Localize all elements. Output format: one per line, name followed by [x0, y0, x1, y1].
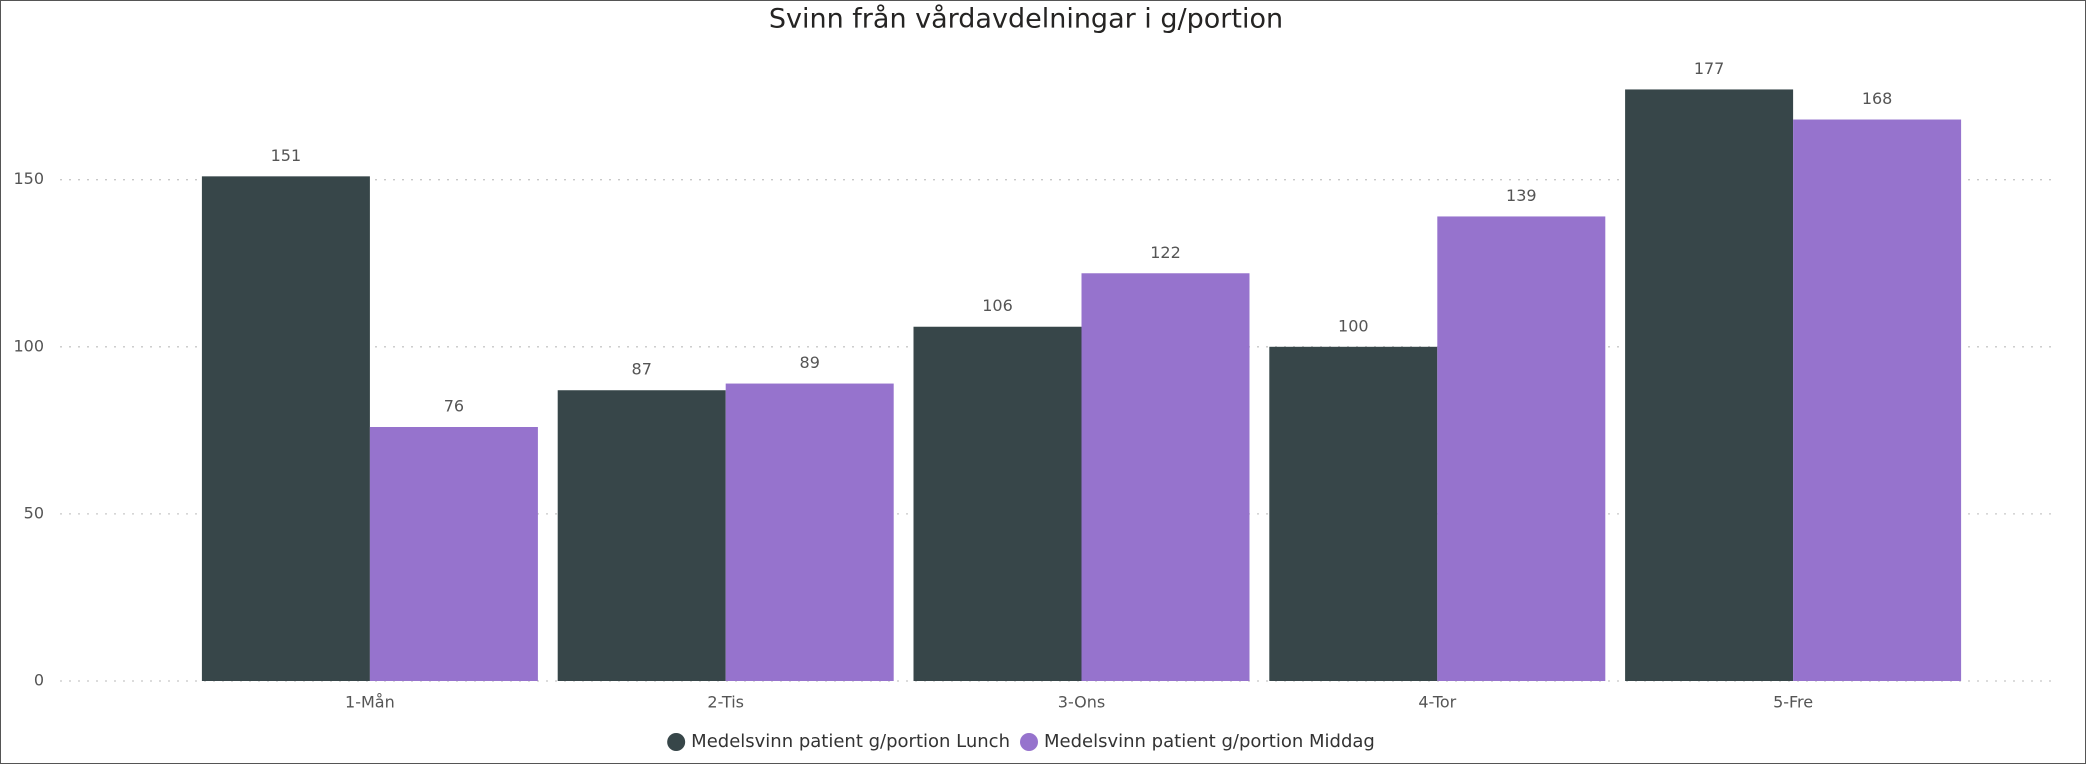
legend-swatch [667, 733, 686, 751]
legend-label: Medelsvinn patient g/portion Middag [1044, 731, 1375, 752]
data-label: 122 [1150, 243, 1181, 262]
data-label: 87 [632, 360, 652, 379]
bar [1269, 346, 1438, 681]
data-label: 76 [444, 397, 464, 416]
x-tick-label: 5-Fre [1773, 693, 1813, 712]
bar [1793, 119, 1962, 682]
data-label: 151 [271, 146, 302, 165]
legend-label: Medelsvinn patient g/portion Lunch [691, 731, 1010, 752]
bar [201, 176, 370, 681]
bar [369, 427, 538, 681]
chart-title: Svinn från vårdavdelningar i g/portion [769, 4, 1283, 35]
x-tick-label: 2-Tis [707, 693, 744, 712]
y-tick-label: 100 [13, 336, 44, 355]
legend-item[interactable]: Medelsvinn patient g/portion Lunch [667, 731, 1010, 752]
bar [725, 383, 894, 681]
x-tick-label: 1-Mån [345, 693, 395, 712]
data-label: 100 [1338, 316, 1369, 335]
bar [1081, 273, 1250, 681]
data-label: 139 [1506, 186, 1537, 205]
y-tick-label: 0 [34, 671, 44, 690]
y-tick-label: 150 [13, 169, 44, 188]
bar [913, 326, 1082, 681]
bar [1625, 89, 1794, 681]
x-tick-label: 3-Ons [1058, 693, 1105, 712]
bar [1437, 216, 1606, 681]
bar [557, 390, 726, 681]
y-tick-label: 50 [24, 503, 44, 522]
data-label: 177 [1694, 59, 1725, 78]
legend-item[interactable]: Medelsvinn patient g/portion Middag [1020, 731, 1375, 752]
data-label: 106 [982, 296, 1013, 315]
x-tick-label: 4-Tor [1418, 693, 1456, 712]
legend-swatch [1020, 733, 1038, 751]
data-label: 168 [1862, 89, 1893, 108]
data-label: 89 [800, 353, 820, 372]
